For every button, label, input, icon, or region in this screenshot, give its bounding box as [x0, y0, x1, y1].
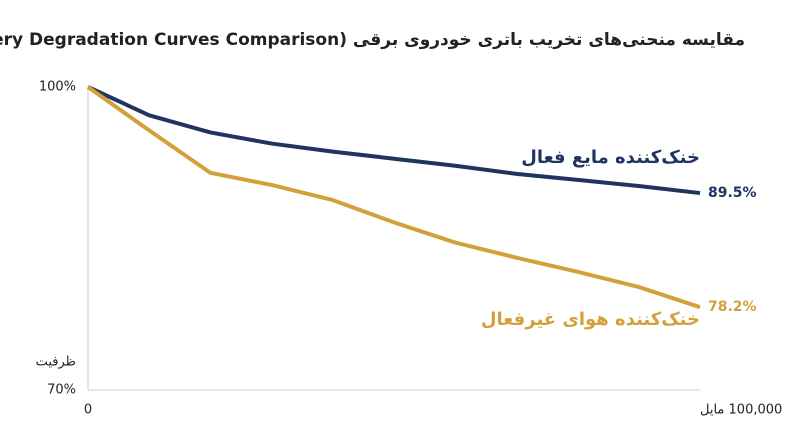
series-line — [87, 85, 701, 196]
y-tick-label: 70% — [47, 383, 76, 398]
value-label: 89.5% — [708, 185, 757, 201]
legend-label: خنک‌کننده هوای غیرفعال — [481, 309, 700, 330]
y-tick-label: 100% — [39, 80, 76, 95]
y-axis-label: ظرفیت — [36, 355, 76, 370]
x-tick-label: 100,000 مایل — [700, 403, 782, 418]
chart-title: مقایسه منحنی‌های تخریب باتری خودروی برقی… — [0, 30, 745, 50]
value-label: 78.2% — [708, 299, 757, 315]
x-tick-label: 0 — [84, 403, 92, 418]
legend-label: خنک‌کننده مایع فعال — [521, 147, 700, 168]
series-line — [86, 85, 701, 310]
